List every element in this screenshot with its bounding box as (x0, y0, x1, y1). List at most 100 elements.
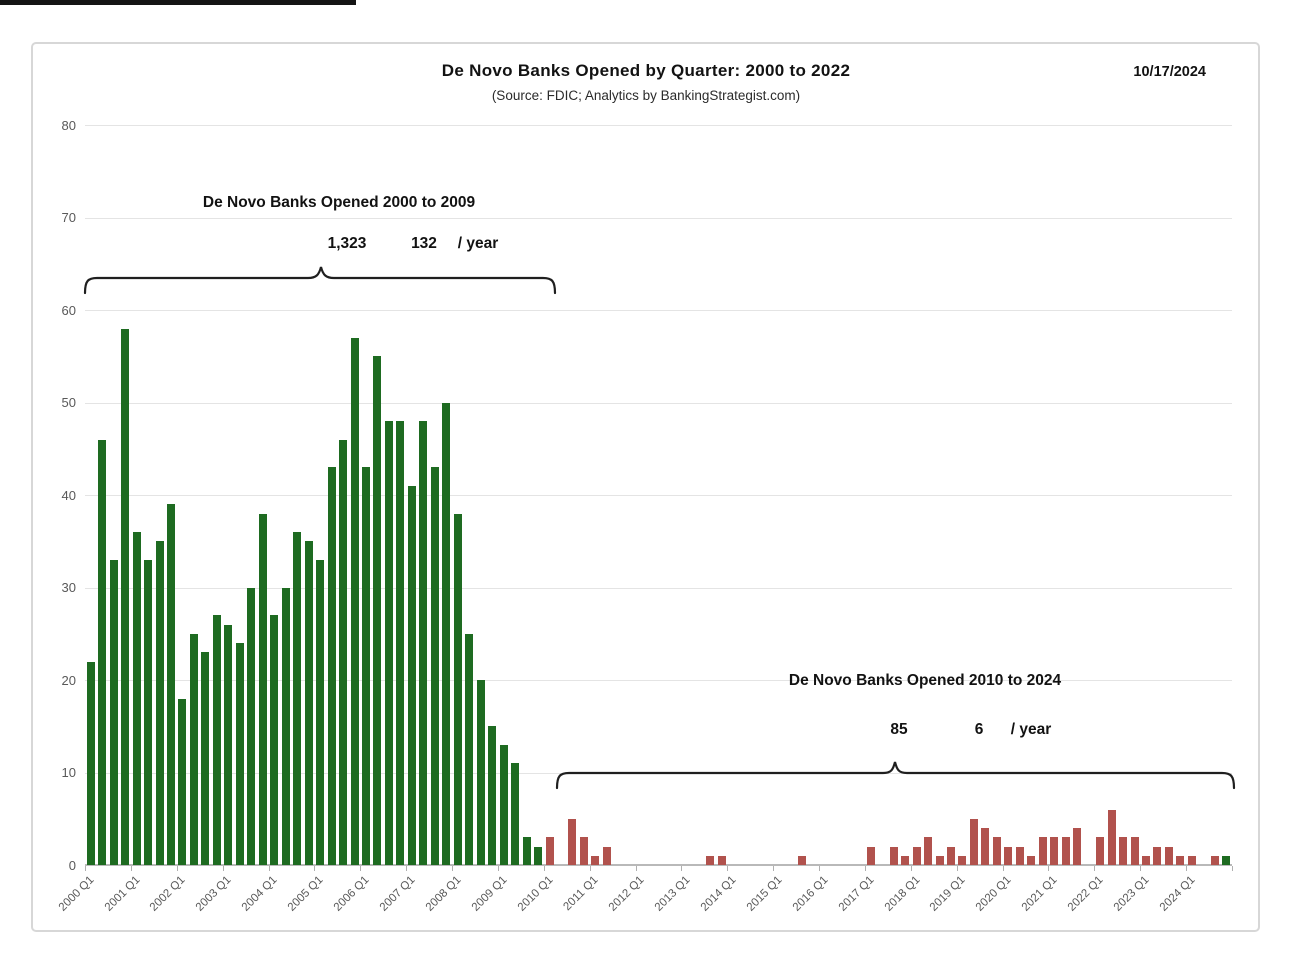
axis-tick (681, 866, 683, 871)
bar-2022-Q1 (1096, 837, 1105, 865)
bar-2004-Q4 (304, 541, 313, 865)
y-axis-label-20: 20 (61, 672, 76, 688)
bar-2022-Q3 (1119, 837, 1128, 865)
y-axis-label-70: 70 (61, 210, 76, 225)
bar-2017-Q3 (889, 846, 898, 865)
report-date: 10/17/2024 (1133, 64, 1206, 80)
bar-2005-Q1 (316, 559, 325, 865)
axis-tick (360, 866, 362, 871)
bar-2001-Q2 (144, 559, 153, 865)
y-axis-label-80: 80 (61, 117, 76, 133)
bar-2002-Q2 (189, 633, 198, 865)
axis-tick (956, 866, 958, 871)
bar-2001-Q1 (132, 532, 141, 865)
axis-tick (406, 866, 408, 871)
bar-2023-Q1 (1141, 855, 1150, 865)
axis-tick (543, 866, 545, 871)
axis-tick (1048, 866, 1050, 871)
gridline-y80 (85, 125, 1232, 126)
bar-2019-Q3 (981, 828, 990, 865)
x-axis-baseline (85, 864, 1232, 866)
annotation-heading-2000-2009: De Novo Banks Opened 2000 to 2009 (202, 194, 476, 211)
bar-2020-Q3 (1027, 855, 1036, 865)
axis-tick (589, 866, 591, 871)
axis-tick (727, 866, 729, 871)
bar-2020-Q1 (1004, 846, 1013, 865)
bar-2003-Q3 (247, 587, 256, 865)
bar-2000-Q4 (121, 328, 130, 865)
gridline-y10 (85, 772, 1232, 774)
bar-2011-Q1 (591, 855, 600, 865)
bar-2002-Q3 (201, 652, 210, 865)
bar-2023-Q3 (1164, 846, 1173, 865)
bar-2018-Q4 (946, 846, 955, 865)
bar-2004-Q3 (293, 532, 302, 865)
y-axis-label-30: 30 (61, 580, 76, 595)
bar-2006-Q1 (362, 467, 370, 865)
gridline-y60 (85, 310, 1232, 311)
y-axis-label-10: 10 (61, 765, 76, 780)
bar-2007-Q4 (442, 402, 451, 865)
bar-2006-Q2 (373, 356, 382, 865)
axis-tick (635, 866, 637, 871)
bar-2006-Q3 (384, 421, 393, 865)
bar-2015-Q3 (797, 855, 806, 865)
axis-tick (1232, 866, 1233, 871)
bar-2023-Q2 (1153, 846, 1162, 865)
bar-2017-Q1 (866, 846, 875, 865)
bar-2000-Q2 (98, 439, 107, 865)
annotation-heading-2010-2024: De Novo Banks Opened 2010 to 2024 (788, 672, 1062, 689)
top-edge-strip (0, 0, 356, 5)
bar-2021-Q2 (1061, 837, 1070, 865)
bar-2004-Q2 (281, 587, 290, 865)
bar-2023-Q4 (1176, 855, 1185, 865)
bar-2000-Q1 (86, 661, 95, 865)
bar-2003-Q2 (235, 643, 244, 865)
annotation-rate-suffix-2010-2024: / year (1010, 721, 1052, 738)
axis-tick (864, 866, 866, 871)
y-axis-label-40: 40 (61, 487, 76, 503)
bar-2009-Q2 (511, 763, 520, 865)
bar-2021-Q1 (1050, 837, 1059, 865)
annotation-rate-2010-2024: 6 (974, 721, 984, 738)
bar-2008-Q2 (465, 633, 474, 865)
axis-tick (1094, 866, 1096, 871)
axis-tick (773, 866, 775, 871)
chart-source-subtitle: (Source: FDIC; Analytics by BankingStrat… (491, 88, 801, 103)
bar-2020-Q2 (1015, 846, 1024, 865)
bar-2011-Q2 (602, 846, 611, 865)
axis-tick (452, 866, 454, 871)
axis-tick (1140, 866, 1142, 871)
bar-2009-Q3 (522, 837, 531, 865)
bar-2018-Q2 (924, 837, 933, 865)
axis-tick (910, 866, 912, 871)
axis-tick (314, 866, 316, 871)
gridline-y70 (85, 217, 1232, 219)
bar-2001-Q4 (167, 504, 176, 865)
bar-2005-Q3 (339, 439, 348, 865)
annotation-rate-suffix-2000-2009: / year (457, 235, 499, 252)
annotation-rate-2000-2009: 132 (411, 235, 437, 252)
bar-2002-Q4 (212, 615, 221, 865)
bar-2019-Q2 (969, 818, 978, 865)
bar-2010-Q4 (579, 837, 588, 865)
annotation-total-2000-2009: 1,323 (327, 235, 367, 252)
axis-tick (1186, 866, 1188, 871)
bar-2002-Q1 (178, 698, 187, 865)
bar-2022-Q4 (1130, 837, 1139, 865)
bar-2013-Q3 (706, 855, 715, 865)
bar-2024-Q3 (1210, 855, 1219, 865)
axis-tick (222, 866, 224, 871)
bar-2003-Q4 (258, 513, 267, 865)
bar-2004-Q1 (270, 615, 279, 865)
bar-2009-Q4 (534, 846, 543, 865)
bar-2008-Q3 (476, 680, 485, 865)
annotation-total-2010-2024: 85 (890, 721, 908, 738)
bar-2020-Q4 (1038, 837, 1047, 865)
axis-tick (130, 866, 132, 871)
bar-2017-Q4 (901, 855, 910, 865)
bar-2010-Q1 (545, 837, 554, 865)
bar-2022-Q2 (1107, 809, 1116, 865)
